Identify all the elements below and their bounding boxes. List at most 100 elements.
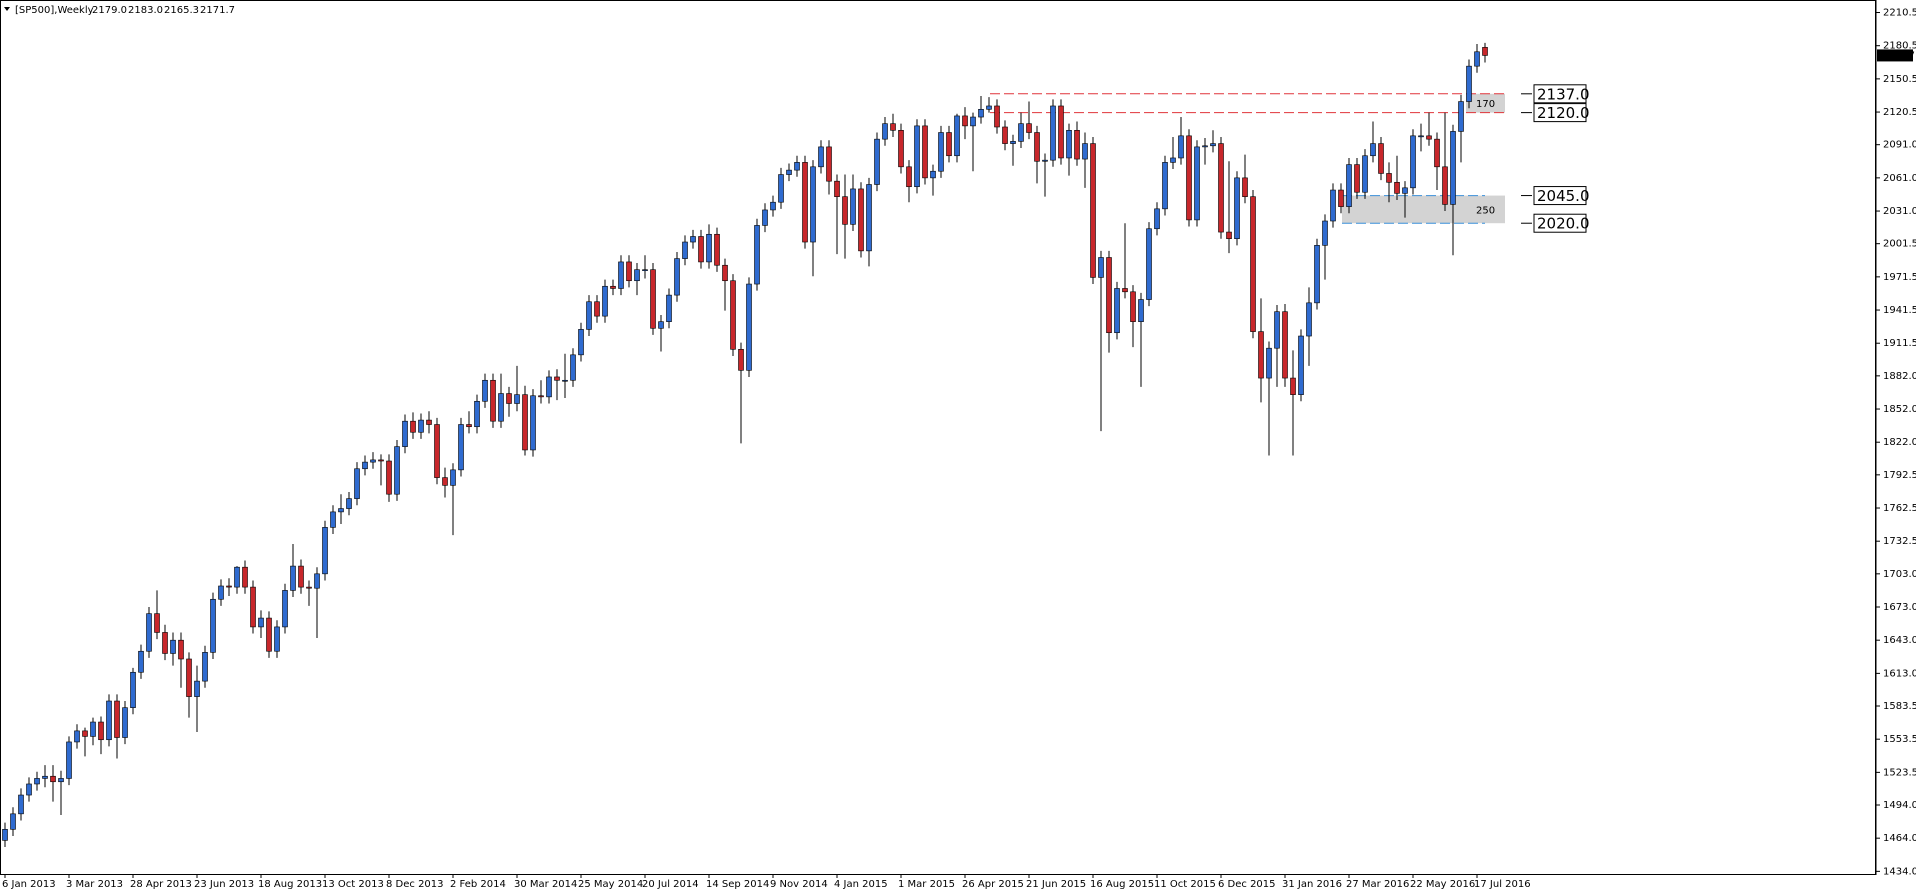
candle-body <box>66 741 72 779</box>
candle-body <box>330 511 336 528</box>
candle-body <box>938 132 944 172</box>
y-tick-label: 2031.0 <box>1883 206 1916 217</box>
candle-body <box>882 123 888 140</box>
candle-body <box>930 170 936 179</box>
plot-frame <box>0 0 1876 875</box>
candle-body <box>202 652 208 682</box>
candle-body <box>322 527 328 575</box>
candle-body <box>130 671 136 708</box>
level-box <box>1533 103 1587 123</box>
candle-body <box>34 778 40 785</box>
level-box <box>1533 84 1587 104</box>
candle-body <box>434 424 440 478</box>
header-value: 2165.3 <box>164 5 199 16</box>
candle-body <box>1226 231 1232 239</box>
candle-body <box>1058 105 1064 159</box>
last-price-box <box>1877 49 1913 62</box>
y-tick-label: 1613.0 <box>1883 668 1916 679</box>
candle-body <box>674 258 680 296</box>
candle-body <box>418 419 424 433</box>
candle-body <box>1482 47 1488 56</box>
candle-body <box>770 201 776 211</box>
candle-body <box>378 459 384 462</box>
candle-body <box>1002 126 1008 144</box>
candle-body <box>530 395 536 451</box>
candle-body <box>1394 181 1400 194</box>
y-tick-label: 1494.0 <box>1883 800 1916 811</box>
candle-body <box>1306 302 1312 337</box>
candle-body <box>810 166 816 243</box>
candle-body <box>970 116 976 127</box>
candle-body <box>194 680 200 697</box>
candle-body <box>762 209 768 226</box>
y-tick-label: 1703.0 <box>1883 569 1916 580</box>
x-tick-label: 1 Mar 2015 <box>898 879 955 890</box>
candle-body <box>346 498 352 509</box>
x-tick-label: 21 Jun 2015 <box>1026 879 1086 890</box>
candle-body <box>1122 288 1128 293</box>
x-tick-label: 28 Apr 2013 <box>130 879 192 890</box>
candle-body <box>306 586 312 589</box>
candle-body <box>1194 146 1200 221</box>
candle-body <box>210 598 216 653</box>
candle-body <box>370 459 376 463</box>
candle-body <box>1042 159 1048 162</box>
candle-body <box>1018 123 1024 142</box>
candle-body <box>866 184 872 252</box>
candle-body <box>450 469 456 486</box>
candle-body <box>1434 138 1440 168</box>
candle-body <box>994 105 1000 128</box>
candle-body <box>266 617 272 652</box>
y-tick-label: 1822.0 <box>1883 437 1916 448</box>
candle-body <box>650 269 656 329</box>
candle-body <box>498 393 504 422</box>
candle-body <box>122 707 128 738</box>
candle-body <box>26 783 32 796</box>
candle-body <box>426 419 432 425</box>
candle-body <box>90 721 96 737</box>
candle-body <box>578 329 584 356</box>
level-label: 2045.0 <box>1537 187 1590 205</box>
candle-body <box>706 233 712 263</box>
zone-label: 170 <box>1476 99 1495 110</box>
candle-body <box>946 132 952 157</box>
x-tick-label: 18 Aug 2013 <box>258 879 322 890</box>
candle-body <box>1138 299 1144 322</box>
y-tick-label: 1434.0 <box>1883 866 1916 877</box>
candle-body <box>1146 228 1152 300</box>
x-tick-label: 14 Sep 2014 <box>706 879 769 890</box>
candle-body <box>282 590 288 628</box>
candle-body <box>1162 162 1168 210</box>
y-tick-label: 1852.0 <box>1883 404 1916 415</box>
candle-body <box>1410 135 1416 189</box>
candle-body <box>1274 311 1280 349</box>
y-tick-label: 1523.5 <box>1883 767 1916 778</box>
y-tick-label: 2180.5 <box>1883 41 1916 52</box>
candle-body <box>1466 65 1472 102</box>
candle-body <box>570 354 576 381</box>
y-tick-label: 1553.5 <box>1883 734 1916 745</box>
candle-body <box>1322 220 1328 246</box>
y-tick-label: 1762.5 <box>1883 503 1916 514</box>
candle-body <box>290 565 296 591</box>
candle-body <box>642 269 648 271</box>
x-tick-label: 6 Jan 2013 <box>2 879 56 890</box>
x-tick-label: 3 Mar 2013 <box>66 879 123 890</box>
candle-body <box>362 461 368 470</box>
candle-body <box>82 730 88 737</box>
candle-body <box>778 174 784 203</box>
candle-body <box>978 108 984 118</box>
candle-body <box>458 424 464 471</box>
y-tick-label: 1673.0 <box>1883 602 1916 613</box>
candle-body <box>794 162 800 171</box>
candle-body <box>1082 143 1088 160</box>
y-tick-label: 2001.5 <box>1883 239 1916 250</box>
candle-body <box>314 573 320 589</box>
candle-body <box>698 236 704 263</box>
candle-body <box>618 261 624 289</box>
header-value: 2183.0 <box>128 5 163 16</box>
candle-body <box>602 285 608 317</box>
candle-body <box>1098 257 1104 278</box>
y-tick-label: 1941.5 <box>1883 305 1916 316</box>
